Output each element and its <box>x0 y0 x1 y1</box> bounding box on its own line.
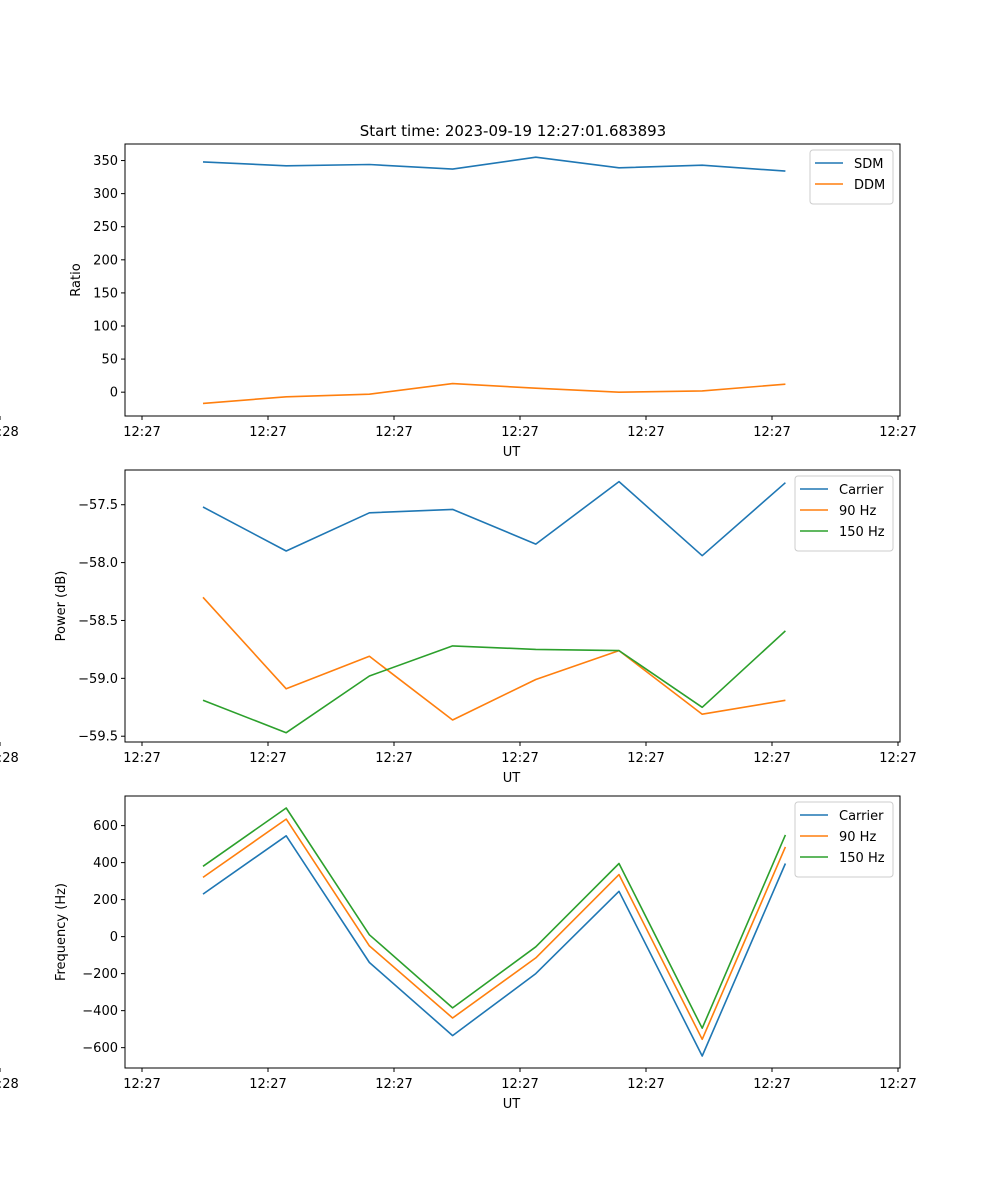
series-line-150-hz <box>202 630 786 734</box>
legend-label: Carrier <box>839 809 884 824</box>
legend: SDM DDM <box>809 149 894 205</box>
panels: 0 50 100 150 200 250 300 350 12:27 12:27 12:27 12:2… <box>0 143 917 1112</box>
x-tick-label: 12:27 <box>249 751 286 766</box>
y-tick-label: −400 <box>82 1004 118 1019</box>
x-tick-label: 12:27 <box>501 425 538 440</box>
axes-frame <box>124 143 901 417</box>
y-tick-label: 200 <box>93 893 118 908</box>
legend-box <box>794 475 894 552</box>
series-line-90-hz <box>202 818 787 1041</box>
y-tick-label: −57.5 <box>78 498 118 513</box>
y-tick-label: −58.0 <box>78 556 118 571</box>
y-axis-label: Frequency (Hz) <box>54 883 69 981</box>
y-axis-label: Power (dB) <box>54 571 69 642</box>
y-tick-label: 0 <box>110 386 118 401</box>
x-tick-label: 12:27 <box>123 751 160 766</box>
y-tick-label: 100 <box>93 319 118 334</box>
y-tick-label: 600 <box>93 819 118 834</box>
y-tick-label: 350 <box>93 154 118 169</box>
y-tick-label: −58.5 <box>78 614 118 629</box>
y-tick-label: 50 <box>101 353 118 368</box>
x-axis-label: UT <box>503 445 521 460</box>
x-tick-label: 12:27 <box>249 425 286 440</box>
x-axis-label: UT <box>503 771 521 786</box>
y-tick-label: −600 <box>82 1041 118 1056</box>
x-tick-label: 12:27 <box>627 751 664 766</box>
legend-label: 150 Hz <box>839 851 885 866</box>
x-tick-label: 12:27 <box>627 1077 664 1092</box>
x-tick-label: 12:28 <box>0 425 19 440</box>
legend-label: 150 Hz <box>839 525 885 540</box>
x-tick-label: 12:27 <box>627 425 664 440</box>
legend-label: 90 Hz <box>839 504 876 519</box>
series-line-ddm <box>202 382 786 405</box>
x-tick-label: 12:27 <box>501 751 538 766</box>
chart-panel-3: 600 400 200 0 −200 −400 −600 12:27 12:27 12:27 12:… <box>0 795 917 1112</box>
legend-label: Carrier <box>839 483 884 498</box>
y-tick-label: 250 <box>93 220 118 235</box>
axes-frame <box>124 795 901 1069</box>
x-tick-label: 12:27 <box>753 751 790 766</box>
legend-label: DDM <box>854 178 885 193</box>
legend-label: 90 Hz <box>839 830 876 845</box>
x-tick-label: 12:27 <box>501 1077 538 1092</box>
series-line-carrier <box>202 834 787 1057</box>
x-tick-label: 12:27 <box>879 751 916 766</box>
x-tick-label: 12:28 <box>0 751 19 766</box>
x-tick-label: 12:27 <box>879 1077 916 1092</box>
y-tick-label: −59.5 <box>78 730 118 745</box>
y-tick-label: −200 <box>82 967 118 982</box>
chart-panel-2: −57.5 −58.0 −58.5 −59.0 −59.5 12:27 12:27 12:27… <box>0 469 917 786</box>
series-line-carrier <box>202 480 786 557</box>
x-tick-label: 12:27 <box>123 1077 160 1092</box>
x-tick-label: 12:28 <box>0 1077 19 1092</box>
legend: Carrier 90 Hz 150 Hz <box>794 475 894 552</box>
x-tick-label: 12:27 <box>375 425 412 440</box>
series-line-90-hz <box>202 596 786 721</box>
x-axis-label: UT <box>503 1097 521 1112</box>
x-tick-label: 12:27 <box>375 1077 412 1092</box>
series-line-sdm <box>202 156 786 172</box>
x-tick-label: 12:27 <box>375 751 412 766</box>
y-tick-label: 200 <box>93 253 118 268</box>
y-tick-label: 400 <box>93 856 118 871</box>
axes-frame <box>124 469 901 743</box>
legend-box <box>794 801 894 878</box>
legend: Carrier 90 Hz 150 Hz <box>794 801 894 878</box>
y-tick-label: 300 <box>93 187 118 202</box>
y-tick-label: −59.0 <box>78 672 118 687</box>
x-tick-label: 12:27 <box>753 1077 790 1092</box>
x-tick-label: 12:27 <box>879 425 916 440</box>
y-tick-label: 150 <box>93 286 118 301</box>
x-tick-label: 12:27 <box>753 425 790 440</box>
y-axis-label: Ratio <box>69 263 84 296</box>
figure-title: Start time: 2023-09-19 12:27:01.683893 <box>360 122 666 140</box>
x-tick-label: 12:27 <box>123 425 160 440</box>
chart-panel-1: 0 50 100 150 200 250 300 350 12:27 12:27 12:27 12:2… <box>0 143 917 460</box>
y-tick-label: 0 <box>110 930 118 945</box>
series-line-150-hz <box>202 807 787 1029</box>
x-tick-label: 12:27 <box>249 1077 286 1092</box>
legend-label: SDM <box>854 157 883 172</box>
